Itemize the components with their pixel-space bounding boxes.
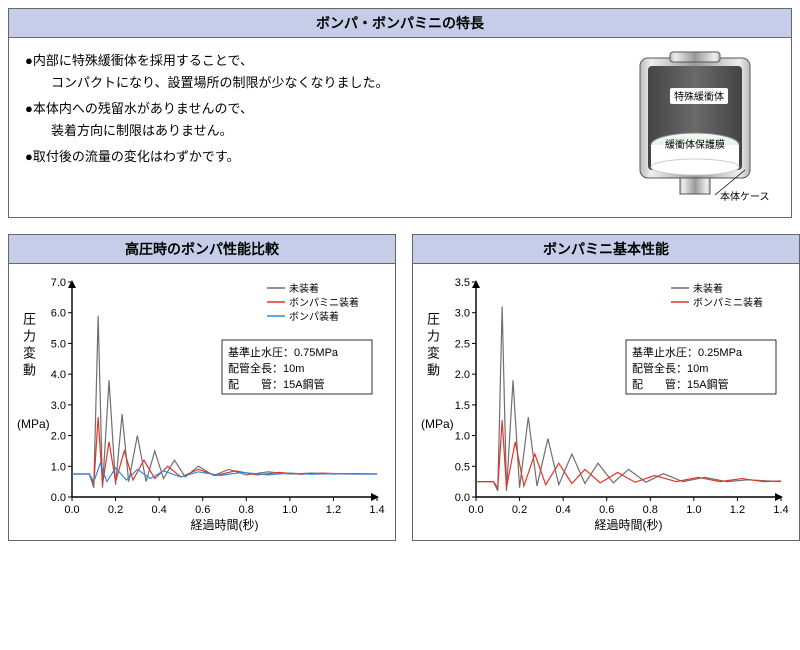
chart-right-title: ボンパミニ基本性能 [413,235,799,264]
svg-text:ボンパ装着: ボンパ装着 [289,310,339,323]
svg-text:0.4: 0.4 [151,504,166,516]
svg-text:1.5: 1.5 [455,400,470,412]
svg-text:基準止水圧：0.75MPa: 基準止水圧：0.75MPa [228,345,339,359]
svg-text:基準止水圧：0.25MPa: 基準止水圧：0.25MPa [632,345,743,359]
svg-text:配管全長：10m: 配管全長：10m [228,361,304,375]
svg-text:0.0: 0.0 [468,504,483,516]
svg-text:3.0: 3.0 [455,308,470,320]
svg-text:1.4: 1.4 [369,504,384,516]
chart-right-ylabel: 圧力変動 [423,312,442,380]
svg-text:0.8: 0.8 [643,504,658,516]
svg-text:5.0: 5.0 [51,338,66,350]
feature-item: ●取付後の流量の変化はわずかです。 [25,146,615,168]
svg-text:7.0: 7.0 [51,277,66,289]
svg-text:0.6: 0.6 [599,504,614,516]
features-title: ボンパ・ボンパミニの特長 [9,9,791,38]
features-list: ●内部に特殊緩衝体を採用することで、 コンパクトになり、設置場所の制限が少なくな… [25,50,615,205]
features-body: ●内部に特殊緩衝体を採用することで、 コンパクトになり、設置場所の制限が少なくな… [9,38,791,217]
svg-text:未装着: 未装着 [693,282,723,295]
svg-text:2.5: 2.5 [455,338,470,350]
svg-text:1.0: 1.0 [51,461,66,473]
svg-text:0.0: 0.0 [455,492,470,504]
chart-left-yunit: (MPa) [17,417,50,431]
svg-text:2.0: 2.0 [51,431,66,443]
chart-left-title: 高圧時のボンパ性能比較 [9,235,395,264]
chart-right-yunit: (MPa) [421,417,454,431]
svg-text:3.5: 3.5 [455,277,470,289]
feature-item: ●本体内への残留水がありませんので、 装着方向に制限はありません。 [25,98,615,142]
svg-text:1.4: 1.4 [773,504,788,516]
svg-text:未装着: 未装着 [289,282,319,295]
svg-text:1.0: 1.0 [686,504,701,516]
svg-text:1.0: 1.0 [455,431,470,443]
feature-item: ●内部に特殊緩衝体を採用することで、 コンパクトになり、設置場所の制限が少なくな… [25,50,615,94]
svg-text:2.0: 2.0 [455,369,470,381]
charts-row: 高圧時のボンパ性能比較 圧力変動 (MPa) 0.0 1.0 2.0 3.0 4.0 5.… [0,226,800,549]
diagram-label-buffer: 特殊緩衝体 [674,90,724,103]
chart-left: 圧力変動 (MPa) 0.0 1.0 2.0 3.0 4.0 5.0 6.0 7.0 0.0 0.… [17,272,387,532]
svg-text:0.8: 0.8 [239,504,254,516]
svg-text:ボンパミニ装着: ボンパミニ装着 [289,296,359,309]
chart-left-ylabel: 圧力変動 [19,312,38,380]
svg-text:3.0: 3.0 [51,400,66,412]
diagram-label-membrane: 緩衝体保護膜 [665,138,725,151]
svg-text:配管全長：10m: 配管全長：10m [632,361,708,375]
svg-text:0.2: 0.2 [108,504,123,516]
svg-text:ボンパミニ装着: ボンパミニ装着 [693,296,763,309]
chart-left-panel: 高圧時のボンパ性能比較 圧力変動 (MPa) 0.0 1.0 2.0 3.0 4.0 5.… [8,234,396,541]
chart-right-panel: ボンパミニ基本性能 圧力変動 (MPa) 0.0 0.5 1.0 1.5 2.0 2.5 3… [412,234,800,541]
chart-right: 圧力変動 (MPa) 0.0 0.5 1.0 1.5 2.0 2.5 3.0 3.5 0.0 0.… [421,272,791,532]
svg-text:4.0: 4.0 [51,369,66,381]
svg-text:6.0: 6.0 [51,308,66,320]
svg-text:0.5: 0.5 [455,461,470,473]
svg-text:0.6: 0.6 [195,504,210,516]
svg-text:配 管：15A鋼管: 配 管：15A鋼管 [228,377,325,391]
device-diagram: 特殊緩衝体 緩衝体保護膜 本体ケース [615,50,775,205]
svg-text:配 管：15A鋼管: 配 管：15A鋼管 [632,377,729,391]
svg-text:1.0: 1.0 [282,504,297,516]
svg-text:0.0: 0.0 [51,492,66,504]
svg-text:経過時間(秒): 経過時間(秒) [595,518,663,532]
svg-text:0.0: 0.0 [64,504,79,516]
svg-text:1.2: 1.2 [326,504,341,516]
svg-text:0.2: 0.2 [512,504,527,516]
diagram-label-case: 本体ケース [720,190,770,203]
svg-text:1.2: 1.2 [730,504,745,516]
svg-text:0.4: 0.4 [555,504,570,516]
features-panel: ボンパ・ボンパミニの特長 ●内部に特殊緩衝体を採用することで、 コンパクトになり… [8,8,792,218]
svg-text:経過時間(秒): 経過時間(秒) [191,518,259,532]
